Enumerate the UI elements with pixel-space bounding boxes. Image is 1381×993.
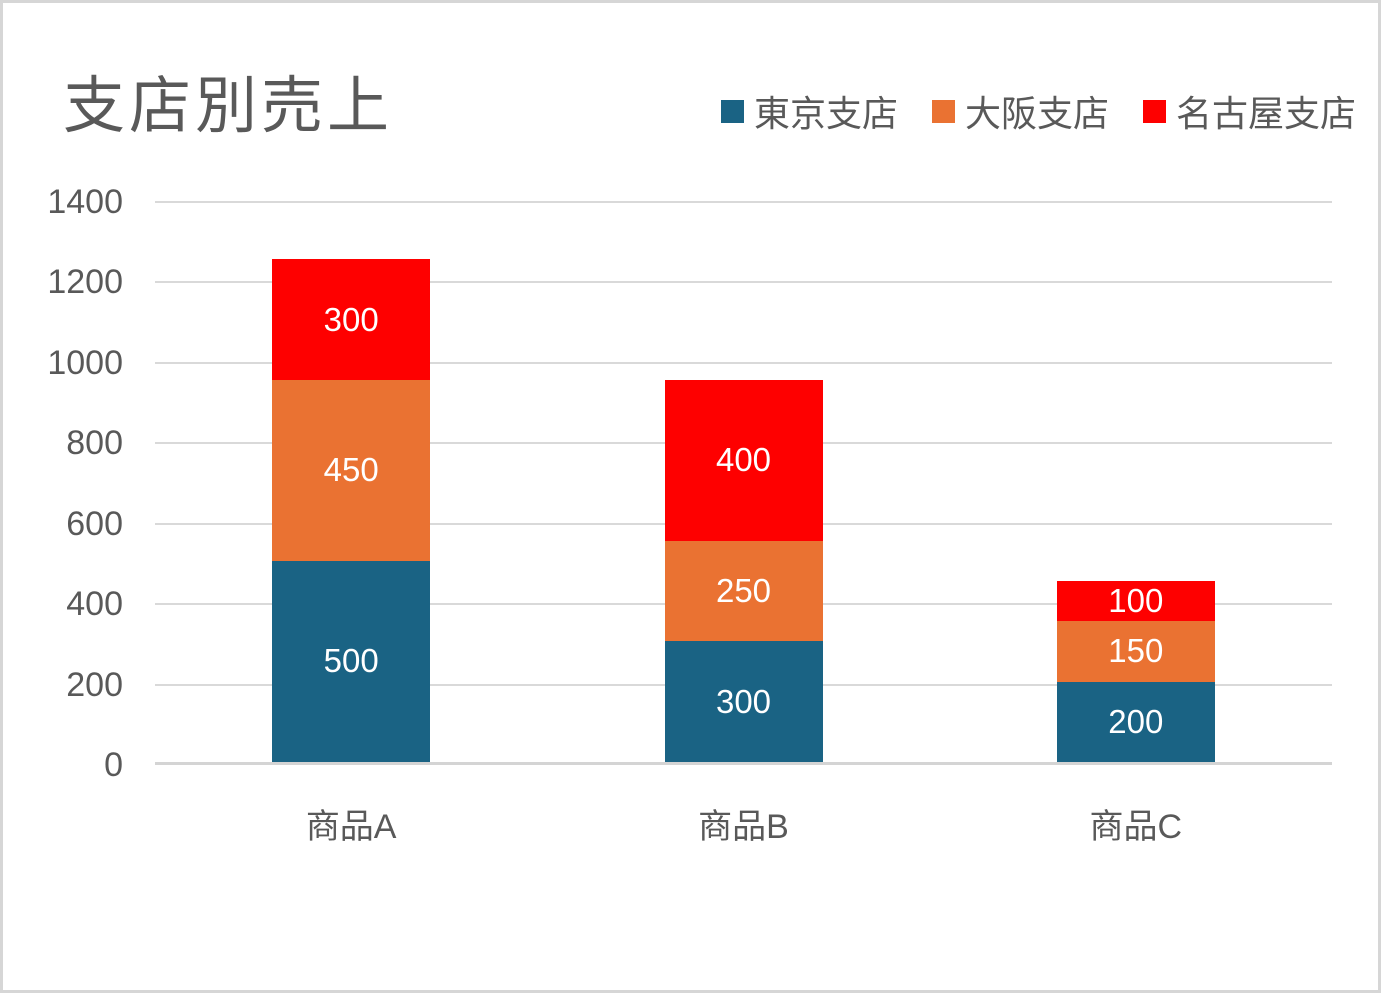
legend: 東京支店 大阪支店 名古屋支店 xyxy=(720,85,1356,137)
bar-segment-名古屋支店-商品B: 400 xyxy=(664,379,823,541)
gridline-1400 xyxy=(155,201,1332,203)
bar-segment-東京支店-商品A: 500 xyxy=(272,560,431,762)
legend-swatch-osaka-icon xyxy=(931,99,955,123)
data-label: 500 xyxy=(323,642,379,680)
x-category-label-商品B: 商品B xyxy=(698,808,789,846)
bar-segment-大阪支店-商品A: 450 xyxy=(272,379,431,561)
bar-segment-東京支店-商品C: 200 xyxy=(1056,681,1215,762)
data-label: 200 xyxy=(1108,702,1164,740)
gridline-1000 xyxy=(155,361,1332,364)
data-label: 300 xyxy=(323,300,379,338)
bar-stack-商品A: 500 450 300 xyxy=(272,259,431,762)
y-tick-label-1000: 1000 xyxy=(47,343,123,382)
data-label: 400 xyxy=(715,441,772,479)
x-axis: 商品A 商品B 商品C xyxy=(155,799,1332,849)
bar-segment-東京支店-商品B: 300 xyxy=(664,641,823,762)
bar-stack-商品C: 200 150 100 xyxy=(1056,581,1215,762)
y-tick-label-0: 0 xyxy=(104,746,123,784)
bar-segment-名古屋支店-商品C: 100 xyxy=(1056,581,1215,622)
x-category-label-商品C: 商品C xyxy=(1089,808,1183,846)
legend-label-tokyo: 東京支店 xyxy=(753,93,898,134)
legend-swatch-tokyo-icon xyxy=(720,99,744,123)
bar-segment-名古屋支店-商品A: 300 xyxy=(272,259,431,380)
legend-label-nagoya: 名古屋支店 xyxy=(1175,93,1356,134)
bar-stack-商品B: 300 250 400 xyxy=(664,379,823,762)
data-label: 450 xyxy=(323,451,379,489)
data-label: 300 xyxy=(715,682,772,720)
gridline-1200 xyxy=(155,281,1332,284)
y-tick-label-1200: 1200 xyxy=(47,263,123,302)
y-tick-label-200: 200 xyxy=(66,665,123,704)
bar-segment-大阪支店-商品B: 250 xyxy=(664,540,823,642)
data-label: 100 xyxy=(1108,582,1164,620)
y-tick-label-600: 600 xyxy=(66,504,123,543)
legend-item-tokyo: 東京支店 xyxy=(720,85,898,137)
gridline-0 xyxy=(155,762,1332,765)
x-category-label-商品A: 商品A xyxy=(305,808,397,846)
y-axis: 0 200 400 600 800 1000 1200 1400 xyxy=(3,183,123,784)
y-tick-label-1400: 1400 xyxy=(47,183,123,221)
chart-title: 支店別売上 xyxy=(63,72,394,141)
y-tick-label-400: 400 xyxy=(66,585,123,624)
bar-segment-大阪支店-商品C: 150 xyxy=(1056,621,1215,682)
legend-item-nagoya: 名古屋支店 xyxy=(1142,85,1356,137)
legend-item-osaka: 大阪支店 xyxy=(931,85,1109,137)
y-tick-label-800: 800 xyxy=(66,424,123,463)
legend-swatch-nagoya-icon xyxy=(1142,99,1166,123)
data-label: 150 xyxy=(1108,632,1164,670)
data-label: 250 xyxy=(715,572,772,610)
legend-label-osaka: 大阪支店 xyxy=(964,93,1109,134)
plot-area: 500 450 300 300 250 400 200 150 100 xyxy=(155,201,1332,765)
